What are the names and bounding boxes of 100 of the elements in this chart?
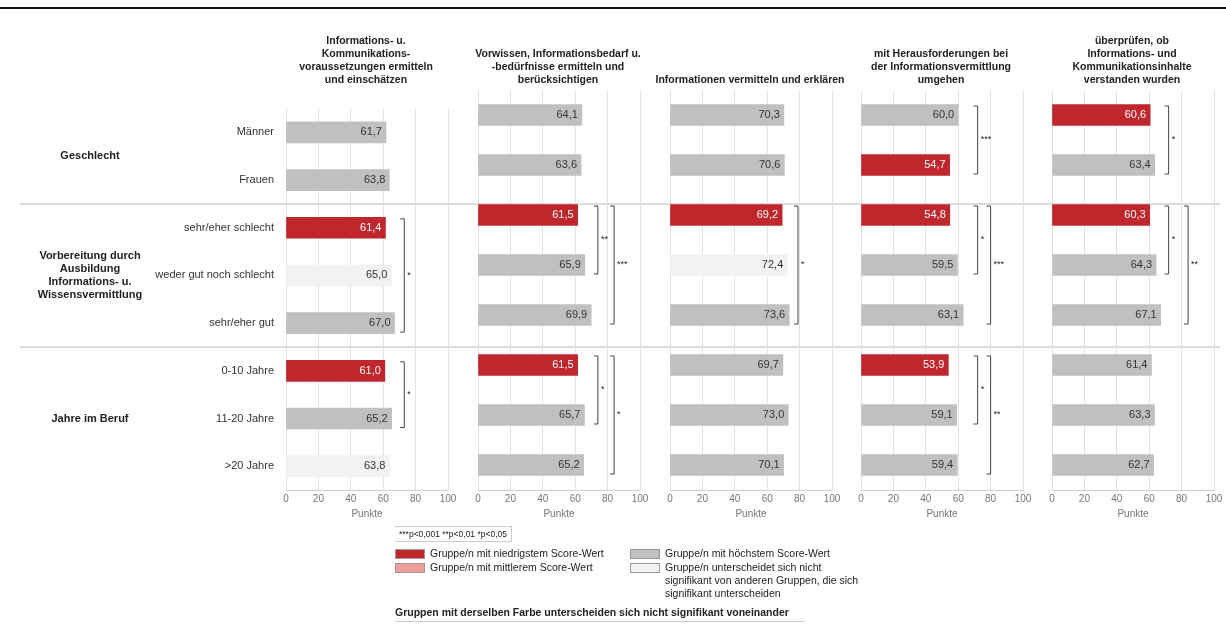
data-label: 62,7 xyxy=(1128,458,1150,471)
annotation: *** xyxy=(980,134,992,145)
bar xyxy=(861,254,958,276)
x-tick-label: 40 xyxy=(537,492,549,504)
data-label: 70,6 xyxy=(758,158,781,171)
data-label: 61,4 xyxy=(1126,358,1148,371)
y-tick-label: Männer xyxy=(236,125,275,138)
data-label: 53,9 xyxy=(922,358,945,371)
data-label: 60,0 xyxy=(932,108,955,121)
data-label: 65,2 xyxy=(558,458,580,471)
data-label: 54,8 xyxy=(924,208,946,221)
x-tick-label: 40 xyxy=(920,492,932,504)
bar xyxy=(1052,254,1157,276)
bar xyxy=(670,204,783,226)
data-label: 69,2 xyxy=(756,208,779,221)
x-axis-title: Punkte xyxy=(1117,507,1149,519)
bar xyxy=(670,454,784,476)
bar xyxy=(670,154,785,176)
data-label: 69,7 xyxy=(757,358,779,371)
y-tick-label: weder gut noch schlecht xyxy=(154,268,274,281)
data-label: 63,6 xyxy=(555,158,578,171)
y-tick-label: Frauen xyxy=(239,173,274,186)
data-label: 70,3 xyxy=(758,108,780,121)
data-label: 60,6 xyxy=(1124,108,1147,121)
data-label: 72,4 xyxy=(761,258,784,271)
data-label: 60,3 xyxy=(1124,208,1146,221)
annotation: * xyxy=(407,389,412,400)
x-tick-label: 80 xyxy=(1176,492,1188,504)
data-label: 73,0 xyxy=(762,408,785,421)
bar xyxy=(670,254,788,276)
text: Gruppe/n mit höchstem Score-Wert xyxy=(665,547,830,561)
annotation: * xyxy=(1171,134,1176,145)
x-tick-label: 80 xyxy=(410,492,422,504)
bar xyxy=(670,354,784,376)
annotation: * xyxy=(617,409,622,420)
x-axis-title: Punkte xyxy=(735,507,767,519)
x-tick-label: 80 xyxy=(794,492,806,504)
x-tick-label: 0 xyxy=(858,492,865,504)
x-tick-label: 100 xyxy=(631,492,649,504)
x-tick-label: 20 xyxy=(1078,492,1091,504)
data-label: 61,7 xyxy=(360,125,382,138)
annotation: *** xyxy=(617,259,629,270)
x-tick-label: 60 xyxy=(569,492,582,504)
bar xyxy=(1052,454,1154,476)
x-tick-label: 80 xyxy=(985,492,997,504)
bar xyxy=(861,304,964,326)
data-label: 61,0 xyxy=(359,363,381,376)
x-tick-label: 20 xyxy=(887,492,900,504)
x-tick-label: 100 xyxy=(1205,492,1223,504)
bar xyxy=(670,104,785,126)
text: ***p<0,001 **p<0,01 *p<0,05 xyxy=(395,526,513,542)
x-tick-label: 20 xyxy=(504,492,517,504)
bar xyxy=(861,454,958,476)
annotation: * xyxy=(1171,234,1176,245)
data-label: 67,1 xyxy=(1135,308,1157,321)
x-axis-title: Punkte xyxy=(926,507,958,519)
annotation: * xyxy=(800,259,805,270)
data-label: 63,8 xyxy=(363,173,386,186)
bar xyxy=(861,204,951,226)
text: Jahre im Beruf xyxy=(51,411,129,424)
x-tick-label: 100 xyxy=(439,492,457,504)
data-label: 61,4 xyxy=(360,220,382,233)
y-tick-label: sehr/eher schlecht xyxy=(184,220,274,233)
annotation: ** xyxy=(1191,259,1199,270)
bar xyxy=(1052,304,1162,326)
x-tick-label: 40 xyxy=(345,492,357,504)
x-axis-title: Punkte xyxy=(351,507,383,519)
annotation: ** xyxy=(600,234,609,245)
text: Vorbereitung durch Ausbildung Informations- u. Wissensvermittlung xyxy=(37,248,143,300)
data-label: 67,0 xyxy=(369,316,391,329)
data-label: 65,9 xyxy=(559,258,581,271)
data-label: 65,0 xyxy=(365,268,388,281)
chart-title: Informationen vermitteln und erklären xyxy=(654,71,846,86)
data-label: 65,2 xyxy=(366,411,388,424)
text: Geschlecht xyxy=(60,149,120,162)
data-label: 64,3 xyxy=(1130,258,1153,271)
x-tick-label: 60 xyxy=(952,492,965,504)
bar xyxy=(670,304,790,326)
x-tick-label: 40 xyxy=(729,492,741,504)
data-label: 59,4 xyxy=(931,458,954,471)
x-tick-label: 0 xyxy=(667,492,674,504)
bar xyxy=(861,154,950,176)
x-tick-label: 60 xyxy=(1143,492,1156,504)
data-label: 70,1 xyxy=(758,458,780,471)
chart-title: Vorwissen, Informationsbedarf u. -bedürfnisse ermitteln und berücksichtigen xyxy=(474,45,642,86)
data-label: 61,5 xyxy=(552,208,574,221)
bar xyxy=(861,104,959,126)
y-tick-label: sehr/eher gut xyxy=(209,316,274,329)
data-label: 54,7 xyxy=(924,158,946,171)
text: Gruppe/n unterscheidet sich nicht signifikant von anderen Gruppen, die sich signifikant unterscheiden xyxy=(665,561,860,601)
data-label: 63,1 xyxy=(937,308,960,321)
x-axis-title: Punkte xyxy=(543,507,575,519)
bar xyxy=(861,354,949,376)
text: Gruppe/n mit mittlerem Score-Wert xyxy=(430,561,593,575)
data-label: 64,1 xyxy=(556,108,578,121)
y-tick-label: >20 Jahre xyxy=(224,459,274,472)
x-tick-label: 40 xyxy=(1111,492,1123,504)
chart-title: überprüfen, ob Informations- und Kommunikationsinhalte verstanden wurden xyxy=(1071,32,1193,86)
annotation: * xyxy=(980,384,985,395)
text: Gruppe/n mit niedrigstem Score-Wert xyxy=(430,547,604,561)
